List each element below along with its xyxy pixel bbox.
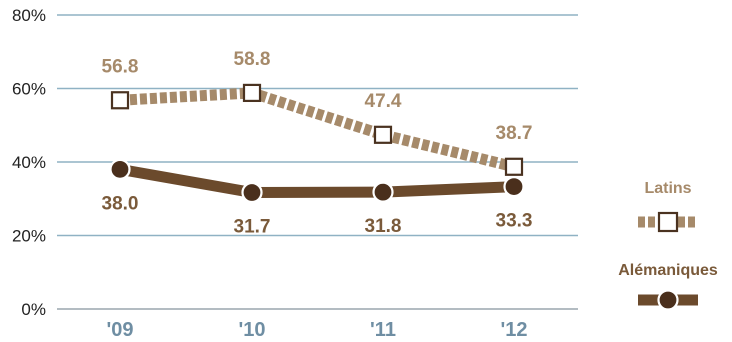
marker-latins: [110, 91, 130, 110]
data-labels: 56.8 58.8 47.4 38.7 38.0 31.7 31.8 33.3: [102, 49, 533, 238]
y-tick-label: 60%: [12, 80, 46, 99]
data-label-alemaniques: 33.3: [496, 211, 533, 232]
y-axis-ticks: 0% 20% 40% 60% 80%: [12, 6, 46, 319]
legend-label-latins: Latins: [644, 180, 691, 197]
marker-latins: [504, 157, 524, 176]
data-label-latins: 56.8: [102, 56, 139, 77]
series-line-alemaniques: [114, 163, 520, 199]
legend: Latins Alémaniques: [618, 180, 718, 311]
y-tick-label: 0%: [21, 300, 46, 319]
series-layer: [109, 83, 525, 204]
x-tick-label: '11: [370, 319, 396, 341]
x-tick-label: '09: [106, 319, 133, 341]
data-label-alemaniques: 38.0: [102, 193, 139, 214]
y-tick-label: 40%: [12, 153, 46, 172]
x-axis-ticks: '09 '10 '11 '12: [106, 319, 527, 341]
y-tick-label: 20%: [12, 227, 46, 246]
marker-alemaniques: [241, 181, 263, 204]
x-tick-label: '12: [500, 319, 527, 341]
data-label-latins: 47.4: [365, 91, 402, 112]
series-line-latins: [119, 87, 516, 173]
legend-marker-alemaniques: [657, 289, 679, 311]
marker-alemaniques: [372, 181, 394, 203]
data-label-latins: 38.7: [496, 123, 533, 144]
marker-latins: [373, 125, 393, 144]
legend-marker-latins: [657, 211, 679, 233]
x-tick-label: '10: [238, 319, 265, 341]
y-tick-label: 80%: [12, 6, 46, 25]
data-label-alemaniques: 31.7: [234, 217, 271, 238]
marker-latins: [242, 83, 262, 103]
marker-alemaniques: [109, 158, 131, 180]
legend-label-alemaniques: Alémaniques: [618, 262, 718, 279]
data-label-alemaniques: 31.8: [365, 216, 402, 237]
marker-alemaniques: [503, 176, 525, 198]
data-label-latins: 58.8: [234, 49, 271, 70]
grid-lines: [57, 14, 578, 310]
